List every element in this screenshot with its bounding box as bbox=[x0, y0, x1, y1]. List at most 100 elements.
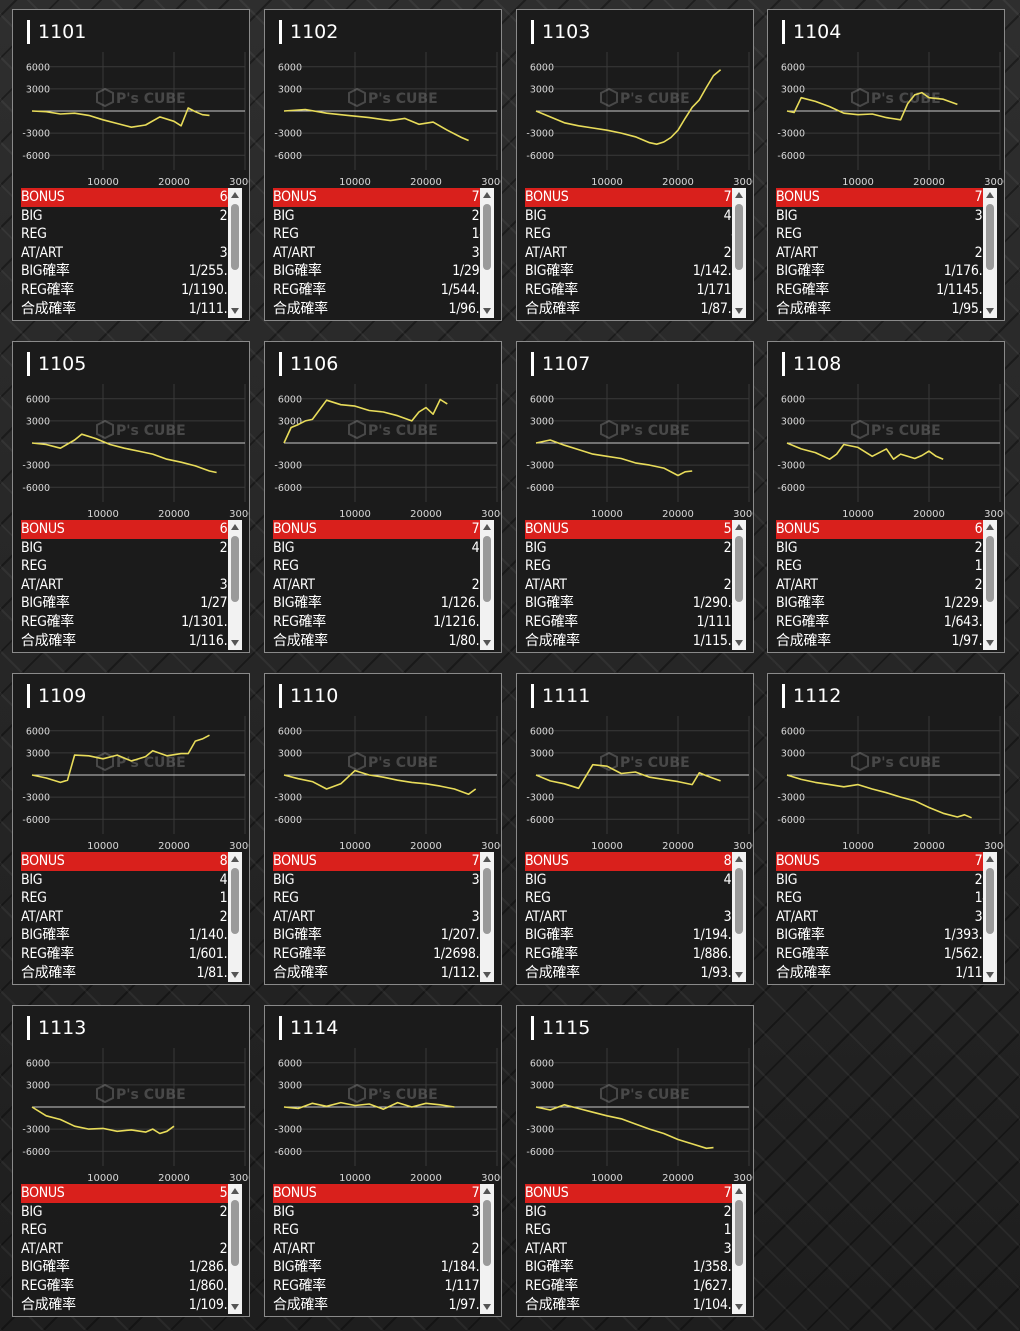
scrollbar[interactable] bbox=[480, 1184, 494, 1314]
scrollbar[interactable] bbox=[983, 188, 997, 318]
scroll-down-arrow-icon[interactable] bbox=[483, 972, 491, 978]
scrollbar[interactable] bbox=[983, 520, 997, 650]
scroll-thumb[interactable] bbox=[986, 536, 994, 602]
stat-value: 1/194.7 bbox=[692, 927, 740, 944]
scroll-thumb[interactable] bbox=[231, 1200, 239, 1266]
scrollbar[interactable] bbox=[480, 520, 494, 650]
scrollbar[interactable] bbox=[480, 188, 494, 318]
stat-label: AT/ART bbox=[776, 244, 818, 261]
scroll-thumb[interactable] bbox=[483, 1200, 491, 1266]
x-tick-label: 30000 bbox=[229, 509, 249, 520]
scroll-thumb[interactable] bbox=[231, 536, 239, 602]
stat-value: 1/109.5 bbox=[188, 1296, 236, 1313]
scroll-up-arrow-icon[interactable] bbox=[986, 856, 994, 862]
scrollbar[interactable] bbox=[480, 852, 494, 982]
scroll-down-arrow-icon[interactable] bbox=[231, 1304, 239, 1310]
stat-row-reg: REG6 bbox=[525, 557, 745, 576]
stat-row-reg: REG6 bbox=[21, 557, 241, 576]
scroll-down-arrow-icon[interactable] bbox=[735, 1304, 743, 1310]
scroll-up-arrow-icon[interactable] bbox=[735, 192, 743, 198]
machine-number: 1115 bbox=[531, 1016, 590, 1040]
stat-label: BIG確率 bbox=[21, 263, 70, 280]
scroll-up-arrow-icon[interactable] bbox=[735, 1188, 743, 1194]
machine-card[interactable]: 1107 10000 20000 30000 6000 3000 -3000 -6000 P's… bbox=[516, 341, 754, 653]
scroll-thumb[interactable] bbox=[231, 204, 239, 270]
machine-card[interactable]: 1111 10000 20000 30000 6000 3000 -3000 -6000 P's… bbox=[516, 673, 754, 985]
scroll-thumb[interactable] bbox=[483, 536, 491, 602]
stat-row-bonus: BONUS55 bbox=[21, 1184, 241, 1203]
machine-card[interactable]: 1103 10000 20000 30000 6000 3000 -3000 -6000 P's… bbox=[516, 9, 754, 321]
scroll-up-arrow-icon[interactable] bbox=[986, 192, 994, 198]
scroll-thumb[interactable] bbox=[735, 204, 743, 270]
scroll-down-arrow-icon[interactable] bbox=[986, 640, 994, 646]
machine-card[interactable]: 1110 10000 20000 30000 6000 3000 -3000 -6000 P's… bbox=[264, 673, 502, 985]
scroll-thumb[interactable] bbox=[735, 1200, 743, 1266]
stats-table: BONUS72BIG21REG12AT/ART39BIG確率1/358.6REG… bbox=[525, 1184, 745, 1314]
machine-card[interactable]: 1113 10000 20000 30000 6000 3000 -3000 -6000 P's… bbox=[12, 1005, 250, 1317]
machine-card[interactable]: 1109 10000 20000 30000 6000 3000 -3000 -6000 P's… bbox=[12, 673, 250, 985]
scroll-up-arrow-icon[interactable] bbox=[483, 1188, 491, 1194]
scroll-thumb[interactable] bbox=[483, 204, 491, 270]
scroll-down-arrow-icon[interactable] bbox=[231, 640, 239, 646]
scroll-thumb[interactable] bbox=[986, 204, 994, 270]
stat-row-total-rate: 合成確率 1/93.9 bbox=[525, 964, 745, 983]
stat-value: 1/1171 bbox=[444, 1277, 487, 1294]
machine-card[interactable]: 1115 10000 20000 30000 6000 3000 -3000 -6000 P's… bbox=[516, 1005, 754, 1317]
machine-card[interactable]: 1112 10000 20000 30000 6000 3000 -3000 -6000 P's… bbox=[767, 673, 1005, 985]
scroll-up-arrow-icon[interactable] bbox=[483, 856, 491, 862]
stat-label: REG bbox=[525, 890, 551, 907]
scrollbar[interactable] bbox=[732, 1184, 746, 1314]
scroll-up-arrow-icon[interactable] bbox=[231, 524, 239, 530]
scroll-up-arrow-icon[interactable] bbox=[483, 192, 491, 198]
stat-label: BIG確率 bbox=[525, 595, 574, 612]
scrollbar[interactable] bbox=[228, 1184, 242, 1314]
scrollbar[interactable] bbox=[732, 520, 746, 650]
stat-row-total-rate: 合成確率 1/96.5 bbox=[273, 300, 493, 319]
scroll-thumb[interactable] bbox=[231, 868, 239, 934]
scroll-down-arrow-icon[interactable] bbox=[986, 972, 994, 978]
y-tick-label: -6000 bbox=[22, 483, 50, 494]
slump-graph: 10000 20000 30000 6000 3000 -3000 -6000 P's CUB… bbox=[22, 716, 249, 852]
scrollbar[interactable] bbox=[228, 520, 242, 650]
scroll-up-arrow-icon[interactable] bbox=[231, 1188, 239, 1194]
stat-label: AT/ART bbox=[776, 576, 818, 593]
stat-label: REG確率 bbox=[776, 613, 829, 630]
scroll-down-arrow-icon[interactable] bbox=[231, 308, 239, 314]
scroll-down-arrow-icon[interactable] bbox=[483, 1304, 491, 1310]
machine-card[interactable]: 1102 10000 20000 30000 6000 3000 -3000 -6000 P's… bbox=[264, 9, 502, 321]
machine-card[interactable]: 1106 10000 20000 30000 6000 3000 -3000 -6000 P's… bbox=[264, 341, 502, 653]
scroll-up-arrow-icon[interactable] bbox=[986, 524, 994, 530]
machine-card[interactable]: 1104 10000 20000 30000 6000 3000 -3000 -6000 P's… bbox=[767, 9, 1005, 321]
machine-card[interactable]: 1108 10000 20000 30000 6000 3000 -3000 -6000 P's… bbox=[767, 341, 1005, 653]
scroll-up-arrow-icon[interactable] bbox=[735, 856, 743, 862]
scrollbar[interactable] bbox=[228, 852, 242, 982]
scrollbar[interactable] bbox=[732, 188, 746, 318]
machine-card[interactable]: 1105 10000 20000 30000 6000 3000 -3000 -6000 P's… bbox=[12, 341, 250, 653]
scroll-down-arrow-icon[interactable] bbox=[735, 972, 743, 978]
scroll-down-arrow-icon[interactable] bbox=[483, 640, 491, 646]
scroll-thumb[interactable] bbox=[735, 536, 743, 602]
scroll-thumb[interactable] bbox=[483, 868, 491, 934]
scroll-down-arrow-icon[interactable] bbox=[483, 308, 491, 314]
x-tick-label: 30000 bbox=[229, 177, 249, 188]
scroll-up-arrow-icon[interactable] bbox=[483, 524, 491, 530]
scroll-down-arrow-icon[interactable] bbox=[231, 972, 239, 978]
scroll-up-arrow-icon[interactable] bbox=[735, 524, 743, 530]
scroll-thumb[interactable] bbox=[735, 868, 743, 934]
scroll-up-arrow-icon[interactable] bbox=[231, 856, 239, 862]
scrollbar[interactable] bbox=[983, 852, 997, 982]
scrollbar[interactable] bbox=[732, 852, 746, 982]
scroll-down-arrow-icon[interactable] bbox=[986, 308, 994, 314]
watermark-logo: P's CUBE bbox=[96, 419, 186, 440]
stat-row-reg: REG14 bbox=[273, 225, 493, 244]
scroll-up-arrow-icon[interactable] bbox=[231, 192, 239, 198]
scroll-down-arrow-icon[interactable] bbox=[735, 640, 743, 646]
stat-row-reg-rate: REG確率 1/886.6 bbox=[525, 945, 745, 964]
machine-card[interactable]: 1114 10000 20000 30000 6000 3000 -3000 -6000 P's… bbox=[264, 1005, 502, 1317]
stat-row-reg: REG6 bbox=[21, 225, 241, 244]
machine-card[interactable]: 1101 10000 20000 30000 6000 3000 -3000 -6000 P's… bbox=[12, 9, 250, 321]
y-tick-label: 3000 bbox=[278, 84, 302, 95]
scroll-down-arrow-icon[interactable] bbox=[735, 308, 743, 314]
scroll-thumb[interactable] bbox=[986, 868, 994, 934]
scrollbar[interactable] bbox=[228, 188, 242, 318]
